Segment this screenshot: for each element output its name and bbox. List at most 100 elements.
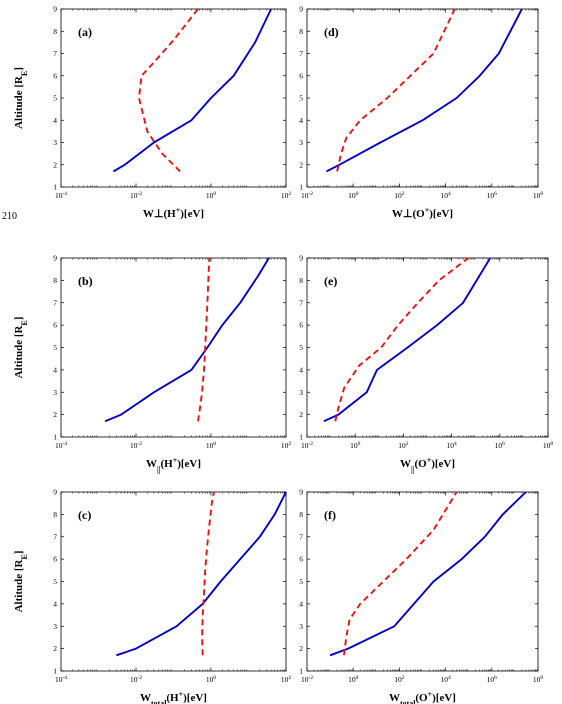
y-tick-label: 4: [299, 365, 303, 374]
series-solid-line: [323, 257, 492, 423]
y-tick-label: 5: [53, 343, 57, 352]
y-tick-label: 1: [53, 667, 57, 676]
y-tick-label: 6: [53, 555, 57, 564]
line-number: 210: [2, 211, 17, 222]
series-solid-line: [104, 257, 270, 423]
y-tick-label: 7: [299, 49, 303, 58]
y-tick-label: 6: [53, 71, 57, 80]
x-axis-title: W||(H+)[eV]: [146, 456, 201, 474]
series-dashed-line: [201, 491, 215, 656]
x-tick-label: 102: [281, 191, 292, 200]
x-tick-label: 10-4: [55, 191, 67, 200]
panel-label: (a): [78, 25, 92, 39]
x-tick-label: 104: [440, 191, 451, 200]
x-tick-label: 102: [281, 675, 292, 684]
y-tick-label: 5: [53, 577, 57, 586]
x-tick-label: 10-2: [130, 675, 142, 684]
y-tick-label: 8: [53, 510, 57, 519]
y-tick-label: 5: [299, 94, 303, 103]
y-tick-label: 6: [299, 71, 303, 80]
y-tick-label: 7: [299, 532, 303, 541]
y-axis-title: Altitude [RE]: [13, 67, 29, 129]
plot-frame: [306, 8, 539, 188]
y-tick-label: 7: [53, 298, 57, 307]
x-tick-label: 108: [543, 441, 554, 450]
x-tick-label: 104: [440, 675, 451, 684]
plot-frame: [60, 8, 287, 188]
x-tick-label: 106: [495, 441, 506, 450]
y-tick-label: 9: [53, 488, 57, 497]
x-tick-label: 10-4: [55, 441, 67, 450]
x-tick-label: 100: [348, 675, 359, 684]
y-axis-title: Altitude [RE]: [13, 317, 29, 379]
y-tick-label: 8: [299, 27, 303, 36]
x-axis-title: Wtotal(H+)[eV]: [140, 690, 207, 704]
y-tick-label: 2: [53, 160, 57, 169]
y-tick-label: 1: [299, 667, 303, 676]
series-solid-line: [116, 491, 287, 657]
panel-label: (c): [78, 508, 91, 522]
panel-e: 1 2 3 4 5 6 7 8 9 10-2 100 102 104 106 108 (e) W||(O+)[e…: [299, 254, 553, 474]
y-tick-label: 1: [53, 433, 57, 442]
x-tick-label: 100: [350, 441, 361, 450]
y-tick-label: 3: [53, 138, 57, 147]
y-tick-label: 3: [53, 388, 57, 397]
y-tick-label: 3: [299, 388, 303, 397]
y-tick-label: 2: [299, 644, 303, 653]
y-tick-label: 3: [53, 622, 57, 631]
y-tick-label: 4: [299, 599, 303, 608]
y-tick-label: 4: [299, 116, 303, 125]
y-tick-label: 6: [53, 321, 57, 330]
series-solid-line: [112, 8, 272, 173]
x-axis-title: W||(O+)[eV]: [400, 456, 455, 474]
series-solid-line: [329, 491, 527, 657]
x-tick-label: 10-2: [130, 441, 142, 450]
x-tick-label: 100: [206, 191, 217, 200]
y-tick-label: 9: [299, 488, 303, 497]
panel-label: (e): [324, 274, 337, 288]
x-tick-label: 104: [446, 441, 457, 450]
y-tick-label: 7: [53, 49, 57, 58]
panel-c: 1 2 3 4 5 6 7 8 9 10-4 10-2 100 102 (c) Wtotal(H+)[eV]…: [13, 488, 291, 704]
x-axis-title: W⊥(H+)[eV]: [143, 206, 204, 221]
x-tick-label: 108: [533, 191, 544, 200]
x-axis-title: Wtotal(O+)[eV]: [389, 690, 456, 704]
y-tick-label: 2: [299, 410, 303, 419]
x-tick-label: 106: [487, 675, 498, 684]
x-tick-label: 100: [206, 675, 217, 684]
y-tick-label: 3: [299, 622, 303, 631]
x-tick-label: 100: [206, 441, 217, 450]
y-tick-label: 4: [53, 365, 57, 374]
plot-frame: [306, 491, 539, 672]
y-tick-label: 5: [299, 577, 303, 586]
x-axis-title: W⊥(O+)[eV]: [392, 206, 453, 221]
x-tick-label: 10-4: [55, 675, 67, 684]
x-tick-label: 10-2: [301, 191, 313, 200]
y-tick-label: 1: [299, 183, 303, 192]
y-tick-label: 7: [53, 532, 57, 541]
y-tick-label: 2: [53, 410, 57, 419]
x-tick-label: 102: [398, 441, 409, 450]
x-tick-label: 10-2: [301, 675, 313, 684]
panel-a: 1 2 3 4 5 6 7 8 9 10-4 10-2 100 102 (a) W⊥(H+)[eV] Alti…: [13, 5, 291, 220]
y-tick-label: 2: [299, 160, 303, 169]
y-tick-label: 6: [299, 321, 303, 330]
y-tick-label: 5: [299, 343, 303, 352]
panel-label: (b): [78, 274, 93, 288]
y-tick-label: 9: [299, 254, 303, 263]
y-tick-label: 1: [53, 183, 57, 192]
y-axis-title: Altitude [RE]: [13, 551, 29, 613]
series-dashed-line: [336, 8, 456, 172]
x-tick-label: 102: [394, 675, 405, 684]
y-tick-label: 6: [299, 555, 303, 564]
panel-d: 1 2 3 4 5 6 7 8 9 10-2 100 102 104 106 108 (d) W⊥(O+)[eV…: [299, 5, 543, 220]
series-dashed-line: [197, 257, 211, 422]
plot-frame: [60, 491, 287, 672]
series-dashed-line: [343, 491, 458, 656]
y-tick-label: 9: [53, 5, 57, 14]
y-tick-label: 4: [53, 599, 57, 608]
y-tick-label: 1: [299, 433, 303, 442]
series-solid-line: [326, 8, 523, 173]
y-tick-label: 2: [53, 644, 57, 653]
